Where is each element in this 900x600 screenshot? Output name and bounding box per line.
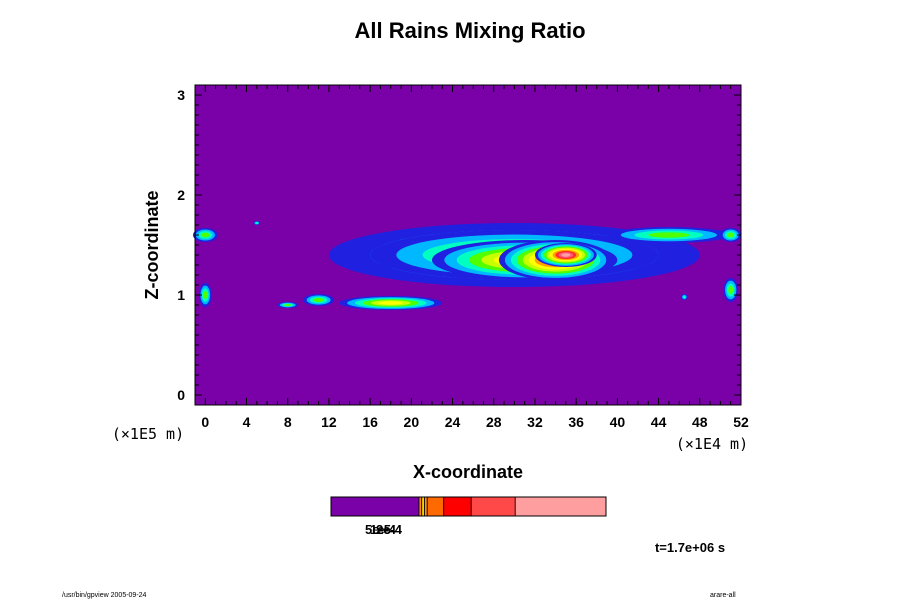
time-label: t=1.7e+06 s xyxy=(655,540,725,555)
colorbar-segment xyxy=(426,496,445,517)
colorbar-segment xyxy=(443,496,472,517)
colorbar xyxy=(330,496,607,517)
y-tick-label: 0 xyxy=(177,387,185,403)
y-axis-label: Z-coordinate xyxy=(142,190,162,299)
colorbar-frame xyxy=(330,496,607,517)
y-tick-label: 1 xyxy=(177,287,185,303)
contour-region-10-level-10 xyxy=(561,253,571,257)
colorbar-label: 5e-5 xyxy=(365,522,391,537)
x-tick-label: 40 xyxy=(610,414,626,430)
x-tick-label: 12 xyxy=(321,414,337,430)
x-axis-label: X-coordinate xyxy=(413,462,523,482)
x-tick-label: 20 xyxy=(404,414,420,430)
plot-area xyxy=(192,84,742,406)
y-axis-ticks: 0 1 2 3 xyxy=(177,87,185,403)
footer-left: /usr/bin/gpview 2005-09-24 xyxy=(62,592,147,599)
chart-title: All Rains Mixing Ratio xyxy=(354,18,585,43)
colorbar-segment xyxy=(424,496,428,517)
x-tick-label: 4 xyxy=(243,414,251,430)
colorbar-label: 1e-4 xyxy=(370,522,397,537)
y-axis-unit: (×1E5 m) xyxy=(112,425,184,443)
x-tick-label: 24 xyxy=(445,414,461,430)
x-tick-label: 8 xyxy=(284,414,292,430)
contour-region-2-level-3 xyxy=(255,222,259,224)
contour-region-0-level-4 xyxy=(201,232,210,238)
x-tick-label: 48 xyxy=(692,414,708,430)
contour-region-5-level-6 xyxy=(378,301,403,305)
x-tick-label: 16 xyxy=(362,414,378,430)
x-tick-label: 52 xyxy=(733,414,749,430)
contour-region-13-level-4 xyxy=(728,286,734,294)
x-tick-label: 28 xyxy=(486,414,502,430)
x-tick-label: 36 xyxy=(568,414,584,430)
contour-region-3-level-4 xyxy=(284,304,292,306)
footer-right: arare-all xyxy=(710,592,736,599)
colorbar-segment xyxy=(514,496,607,517)
x-tick-label: 44 xyxy=(651,414,667,430)
colorbar-segment xyxy=(421,496,425,517)
contour-region-4-level-4 xyxy=(313,298,324,302)
contour-region-12-level-4 xyxy=(727,232,735,238)
colorbar-segment xyxy=(418,496,423,517)
x-axis-ticks: 0 4 8 12 16 20 24 28 32 36 40 44 48 52 xyxy=(201,414,749,430)
contour-region-14-level-3 xyxy=(683,295,686,299)
colorbar-label: 2e-4 xyxy=(376,522,403,537)
colorbar-segment xyxy=(330,496,420,517)
colorbar-segment xyxy=(470,496,516,517)
contour-region-1-level-4 xyxy=(203,291,208,299)
colorbar-labels: 5e-51e-42e-4 xyxy=(365,522,403,537)
x-axis-unit: (×1E4 m) xyxy=(676,435,748,453)
y-tick-label: 2 xyxy=(177,187,185,203)
x-tick-label: 0 xyxy=(201,414,209,430)
contour-region-11-level-4 xyxy=(648,232,690,238)
x-tick-label: 32 xyxy=(527,414,543,430)
y-tick-label: 3 xyxy=(177,87,185,103)
